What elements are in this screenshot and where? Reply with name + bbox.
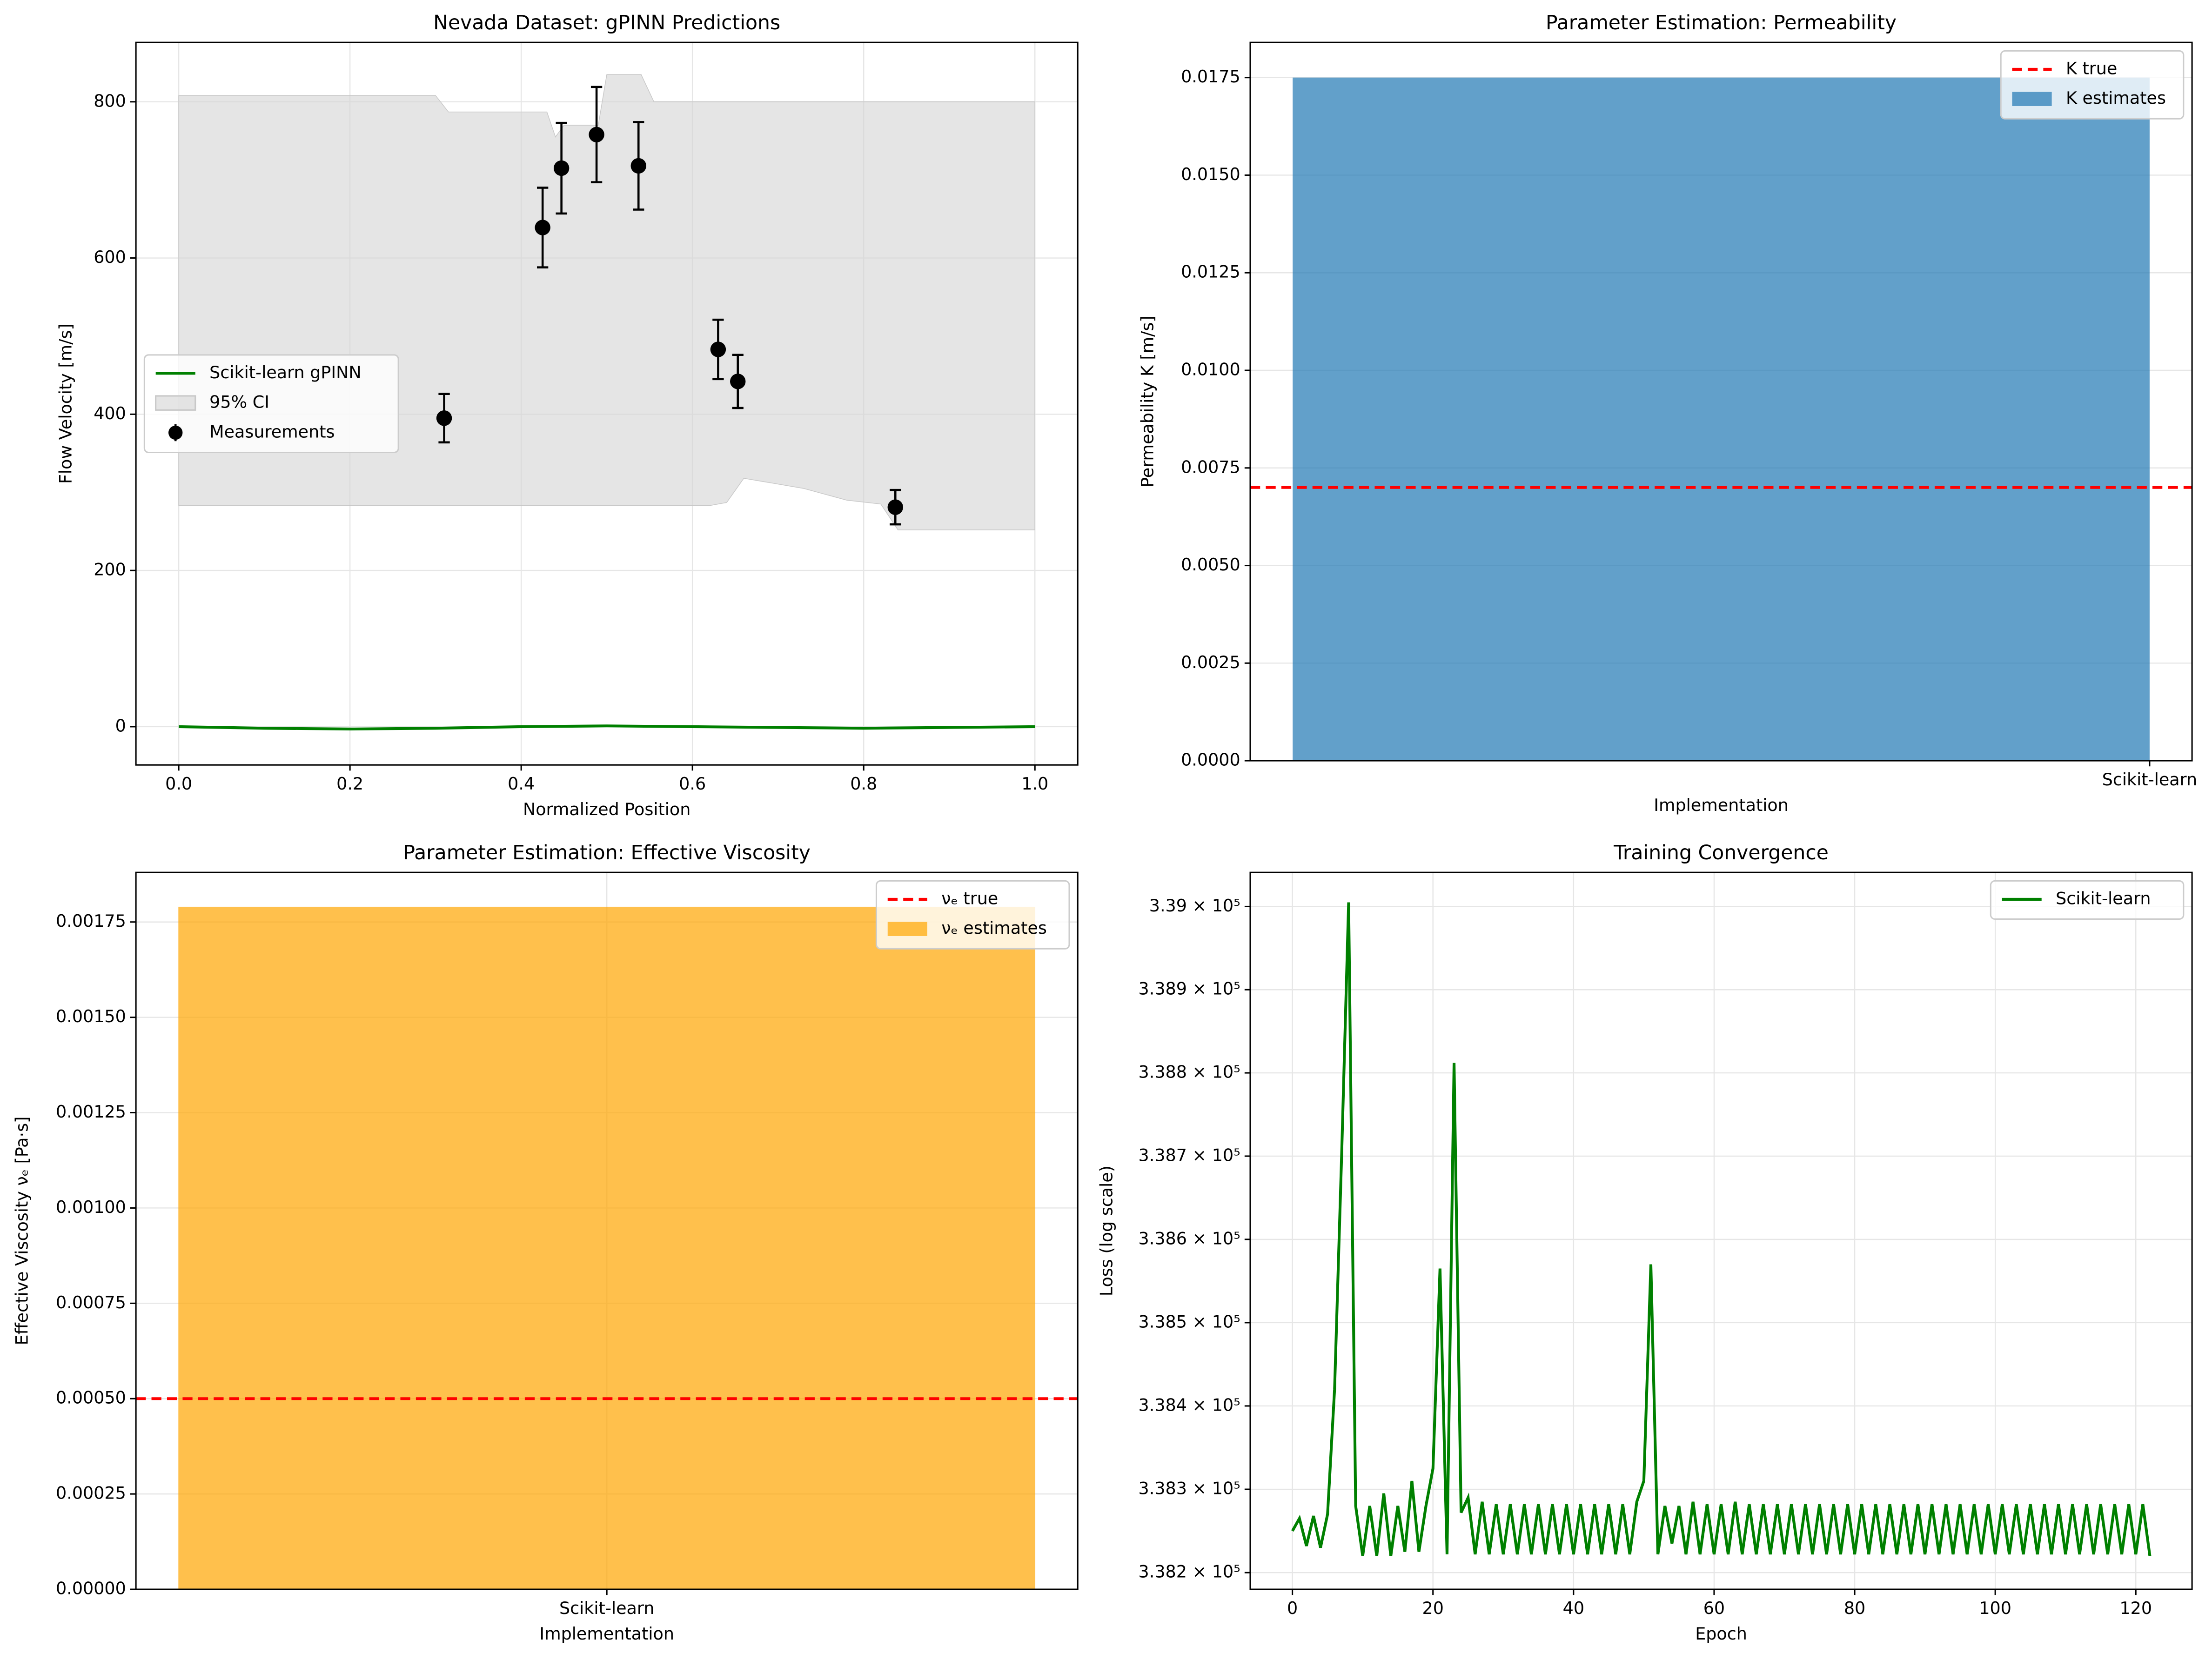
y-tick-label: 3.384 × 10⁵ xyxy=(1139,1395,1240,1415)
x-tick-label: 0.4 xyxy=(508,774,535,794)
y-axis-label: Loss (log scale) xyxy=(1097,1165,1117,1296)
y-tick-label: 3.383 × 10⁵ xyxy=(1139,1479,1240,1499)
x-tick-label: 0.2 xyxy=(336,774,363,794)
legend-label: Measurements xyxy=(209,422,335,442)
x-tick-label: 0.6 xyxy=(679,774,706,794)
legend-label: Scikit-learn xyxy=(2056,888,2151,908)
measurement-point xyxy=(730,374,746,389)
subplot-title: Nevada Dataset: gPINN Predictions xyxy=(433,12,780,34)
y-tick-label: 0.0050 xyxy=(1181,555,1240,575)
y-tick-label: 0.0025 xyxy=(1181,652,1240,672)
y-axis-label: Flow Velocity [m/s] xyxy=(56,323,76,484)
x-axis-label: Implementation xyxy=(1654,795,1789,815)
measurement-point xyxy=(553,160,570,176)
measurement-point xyxy=(887,499,903,515)
legend: Scikit-learn gPINN 95% CI Measurements xyxy=(143,354,399,454)
confidence-band xyxy=(178,74,1035,530)
legend-label: K estimates xyxy=(2066,88,2166,108)
x-axis-label: Implementation xyxy=(539,1624,674,1644)
y-tick-label: 3.39 × 10⁵ xyxy=(1149,896,1240,916)
line-series xyxy=(179,724,1035,731)
y-tick-label: 0.0100 xyxy=(1181,360,1240,380)
y-tick-label: 800 xyxy=(94,91,126,111)
y-tick-label: 400 xyxy=(94,403,126,423)
measurement-point xyxy=(710,341,726,357)
subplot-title: Parameter Estimation: Permeability xyxy=(1546,12,1897,34)
legend-label: νₑ estimates xyxy=(941,918,1047,938)
x-axis-label: Normalized Position xyxy=(523,799,690,819)
legend: K true K estimates xyxy=(2000,50,2185,120)
measurement-point xyxy=(630,158,646,174)
x-tick-label: 40 xyxy=(1563,1598,1584,1618)
y-tick-label: 0.00150 xyxy=(56,1006,126,1026)
y-tick-label: 0.00125 xyxy=(56,1102,126,1122)
y-tick-label: 3.385 × 10⁵ xyxy=(1139,1312,1240,1332)
y-tick-label: 0.00000 xyxy=(56,1579,126,1599)
y-tick-label: 3.388 × 10⁵ xyxy=(1139,1062,1240,1082)
measurement-point xyxy=(436,410,452,426)
axes-frame xyxy=(135,41,1079,766)
legend-swatch xyxy=(155,395,196,411)
x-tick-label: 120 xyxy=(2119,1598,2152,1618)
x-tick-label: 0.8 xyxy=(850,774,877,794)
legend-label: Scikit-learn gPINN xyxy=(209,362,361,382)
y-tick-label: 0.00075 xyxy=(56,1292,126,1312)
x-tick-label: 0.0 xyxy=(165,774,192,794)
y-tick-label: 0.00025 xyxy=(56,1483,126,1503)
x-tick-label: Scikit-learn xyxy=(2102,770,2197,790)
legend: Scikit-learn xyxy=(1990,880,2185,920)
subplot: Parameter Estimation: Effective Viscosit… xyxy=(12,842,1079,1644)
subplot: Nevada Dataset: gPINN Predictions Normali… xyxy=(56,12,1079,819)
subplot-title: Training Convergence xyxy=(1613,842,1829,864)
y-tick-label: 0.0175 xyxy=(1181,67,1240,87)
legend-box xyxy=(1990,880,2185,920)
y-tick-label: 3.386 × 10⁵ xyxy=(1139,1228,1240,1248)
y-axis-label: Effective Viscosity νₑ [Pa·s] xyxy=(12,1117,32,1345)
y-tick-label: 0.0125 xyxy=(1181,262,1240,282)
axes-frame xyxy=(1249,41,2193,762)
y-tick-label: 0 xyxy=(115,716,126,736)
axes-frame xyxy=(135,871,1079,1590)
subplot: Parameter Estimation: Permeability Implem… xyxy=(1138,12,2197,815)
subplot-title: Parameter Estimation: Effective Viscosit… xyxy=(403,842,811,864)
x-axis-label: Epoch xyxy=(1695,1624,1747,1644)
measurement-point xyxy=(589,127,604,143)
x-tick-label: 1.0 xyxy=(1021,774,1048,794)
y-tick-label: 600 xyxy=(94,247,126,267)
axes-frame xyxy=(1249,871,2193,1590)
bar xyxy=(178,906,1036,1590)
legend-label: 95% CI xyxy=(209,392,269,412)
y-tick-label: 0.0000 xyxy=(1181,750,1240,770)
y-tick-label: 0.0075 xyxy=(1181,457,1240,477)
x-tick-label: 20 xyxy=(1422,1598,1444,1618)
line-series xyxy=(1291,902,2152,1556)
x-tick-label: 100 xyxy=(1979,1598,2011,1618)
legend-box xyxy=(143,354,399,454)
x-tick-label: 60 xyxy=(1703,1598,1725,1618)
legend-label: νₑ true xyxy=(941,888,998,908)
legend: νₑ true νₑ estimates xyxy=(875,880,1070,950)
y-tick-label: 0.00100 xyxy=(56,1197,126,1217)
y-tick-label: 0.00050 xyxy=(56,1388,126,1408)
y-tick-label: 3.382 × 10⁵ xyxy=(1139,1562,1240,1582)
y-tick-label: 3.387 × 10⁵ xyxy=(1139,1145,1240,1165)
y-axis-label: Permeability K [m/s] xyxy=(1138,315,1158,488)
x-tick-label: Scikit-learn xyxy=(559,1598,654,1618)
x-tick-label: 0 xyxy=(1287,1598,1298,1618)
subplot: Training Convergence Epoch Loss (log scale… xyxy=(1097,842,2193,1644)
bar xyxy=(1293,77,2150,761)
x-tick-label: 80 xyxy=(1844,1598,1865,1618)
y-tick-label: 200 xyxy=(94,560,126,580)
legend-swatch xyxy=(2012,92,2052,106)
legend-label: K true xyxy=(2066,58,2117,78)
legend-swatch xyxy=(168,425,183,440)
y-tick-label: 3.389 × 10⁵ xyxy=(1139,979,1240,999)
measurement-point xyxy=(535,220,550,235)
y-tick-label: 0.0150 xyxy=(1181,164,1240,184)
legend-swatch xyxy=(887,922,927,936)
y-tick-label: 0.00175 xyxy=(56,911,126,931)
